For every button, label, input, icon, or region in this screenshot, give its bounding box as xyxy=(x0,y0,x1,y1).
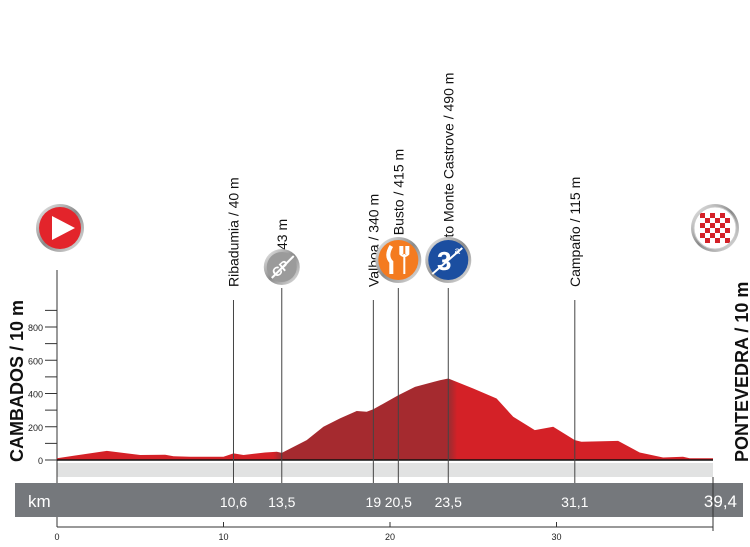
finish-checkered-flag-icon xyxy=(691,204,739,252)
point-km-label: 23,5 xyxy=(435,494,462,510)
start-label: CAMBADOS / 10 m xyxy=(7,300,27,462)
feed-zone-fork-knife-icon xyxy=(375,237,422,283)
y-tick-label: 0 xyxy=(38,456,43,466)
elevation-profile-area xyxy=(57,378,713,460)
baseline-band xyxy=(57,463,713,477)
point-label: Valboa / 340 m xyxy=(365,194,381,287)
point-km-label: 31,1 xyxy=(561,494,588,510)
point-label: Ribadumia / 40 m xyxy=(225,177,241,287)
y-tick-label: 400 xyxy=(28,390,43,400)
point-label: O Busto / 415 m xyxy=(390,149,406,250)
x-tick-label: 30 xyxy=(551,532,561,542)
point-label: 43 m xyxy=(274,219,290,250)
end-km-label: 39,4 xyxy=(704,492,737,511)
checkpoint-cp-icon: CP xyxy=(263,249,300,285)
point-km-label: 10,6 xyxy=(220,494,247,510)
x-tick-label: 20 xyxy=(385,532,395,542)
x-tick-label: 10 xyxy=(218,532,228,542)
y-tick-label: 200 xyxy=(28,423,43,433)
point-km-label: 13,5 xyxy=(268,494,295,510)
x-tick-label: 0 xyxy=(54,532,59,542)
point-label: Campaño / 115 m xyxy=(567,177,583,287)
y-tick-label: 800 xyxy=(28,323,43,333)
svg-text:3: 3 xyxy=(437,246,451,276)
finish-label: PONTEVEDRA / 10 m xyxy=(732,282,750,462)
start-play-icon xyxy=(36,204,84,252)
y-tick-label: 600 xyxy=(28,356,43,366)
point-km-label: 20,5 xyxy=(385,494,412,510)
km-bar-label: km xyxy=(28,492,51,511)
km-bar xyxy=(15,483,743,517)
point-label: Alto Monte Castrove / 490 m xyxy=(440,73,456,250)
point-km-label: 19 xyxy=(366,494,382,510)
x-axis: 0 10 20 30 xyxy=(54,477,714,542)
category-3-climb-icon: 3a xyxy=(425,237,472,283)
